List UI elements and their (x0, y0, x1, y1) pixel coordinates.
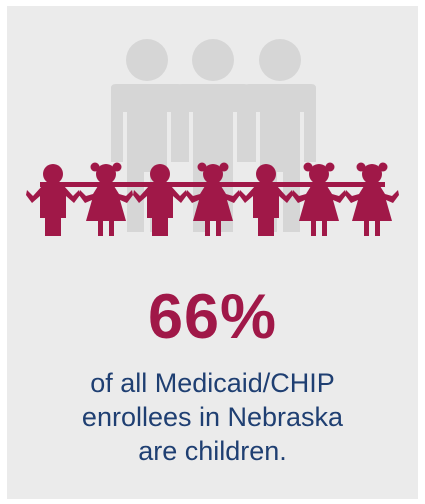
caption-line-3: are children. (138, 436, 287, 466)
girl-icon (79, 162, 133, 236)
holding-hands-line (40, 182, 385, 187)
boy-icon (26, 164, 80, 236)
caption: of all Medicaid/CHIP enrollees in Nebras… (0, 366, 425, 468)
caption-line-1: of all Medicaid/CHIP (90, 368, 335, 398)
caption-line-2: enrollees in Nebraska (81, 402, 344, 432)
family-illustration (26, 39, 399, 236)
girl-icon (345, 162, 399, 236)
children-group (26, 162, 399, 236)
percentage-stat: 66% (147, 282, 278, 352)
girl-icon (292, 162, 346, 236)
